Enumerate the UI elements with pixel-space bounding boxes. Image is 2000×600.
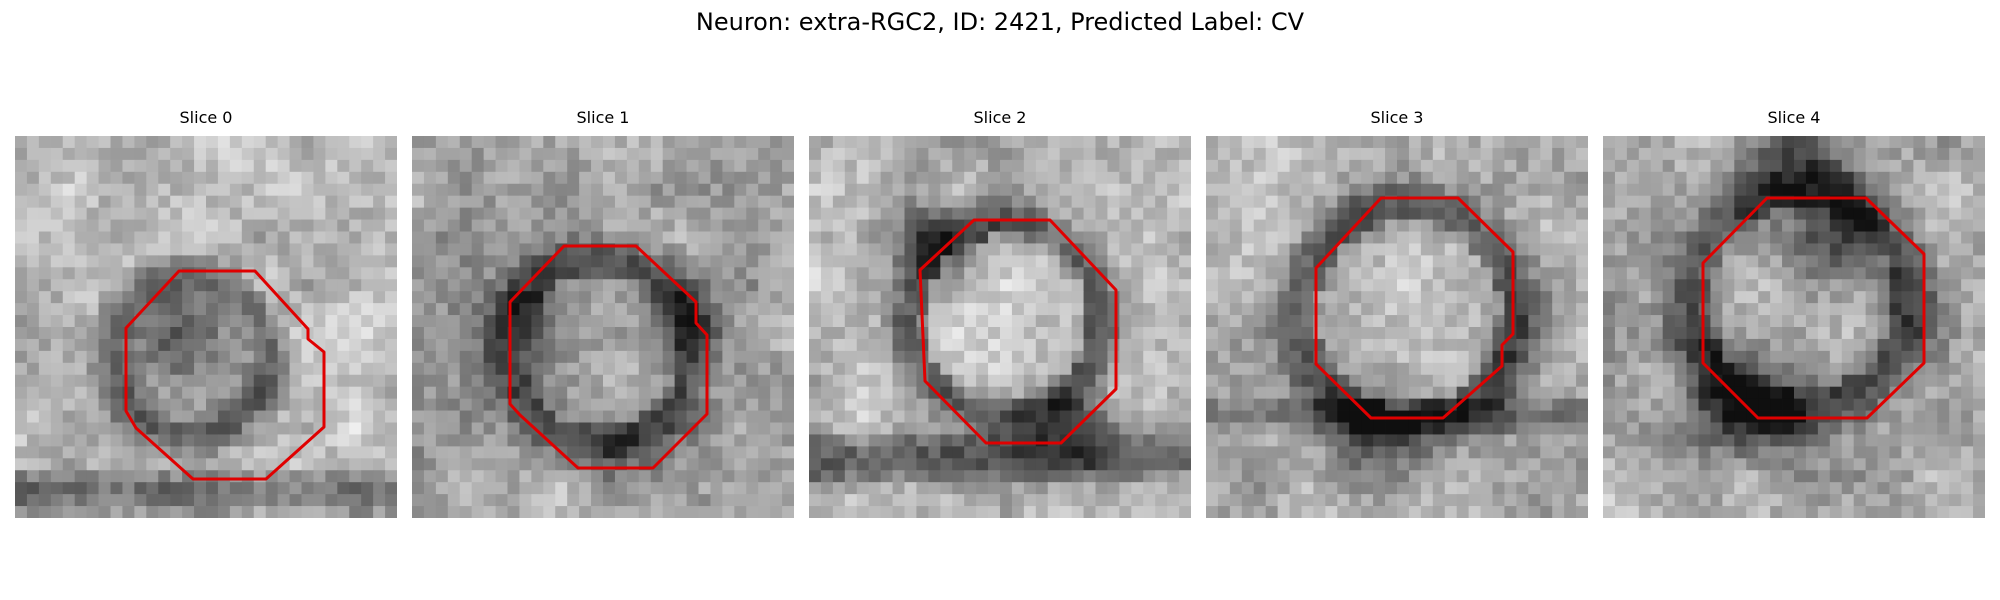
slice-title-4: Slice 4	[1767, 108, 1821, 127]
slice-panel-2: Slice 2	[809, 108, 1191, 518]
slice-panel-1: Slice 1	[412, 108, 794, 518]
figure-title: Neuron: extra-RGC2, ID: 2421, Predicted …	[695, 8, 1305, 36]
contour-outline	[918, 218, 1118, 445]
contour-outline	[1701, 196, 1926, 420]
contour-outline	[124, 269, 326, 481]
slice-image-0	[15, 136, 397, 518]
slice-title-1: Slice 1	[576, 108, 630, 127]
pixel-grid	[1603, 136, 1985, 518]
slice-title-3: Slice 3	[1370, 108, 1424, 127]
slice-image-2	[809, 136, 1191, 518]
slice-image-4	[1603, 136, 1985, 518]
slice-image-3	[1206, 136, 1588, 518]
pixel-grid	[15, 136, 397, 518]
contour-outline	[508, 244, 709, 470]
pixel-grid	[809, 136, 1191, 518]
slice-panel-0: Slice 0	[15, 108, 397, 518]
slice-panel-4: Slice 4	[1603, 108, 1985, 518]
slice-image-1	[412, 136, 794, 518]
pixel-grid	[1206, 136, 1588, 518]
pixel-grid	[412, 136, 794, 518]
slice-title-2: Slice 2	[973, 108, 1027, 127]
slice-title-0: Slice 0	[179, 108, 233, 127]
slice-panel-3: Slice 3	[1206, 108, 1588, 518]
contour-outline	[1314, 196, 1515, 420]
